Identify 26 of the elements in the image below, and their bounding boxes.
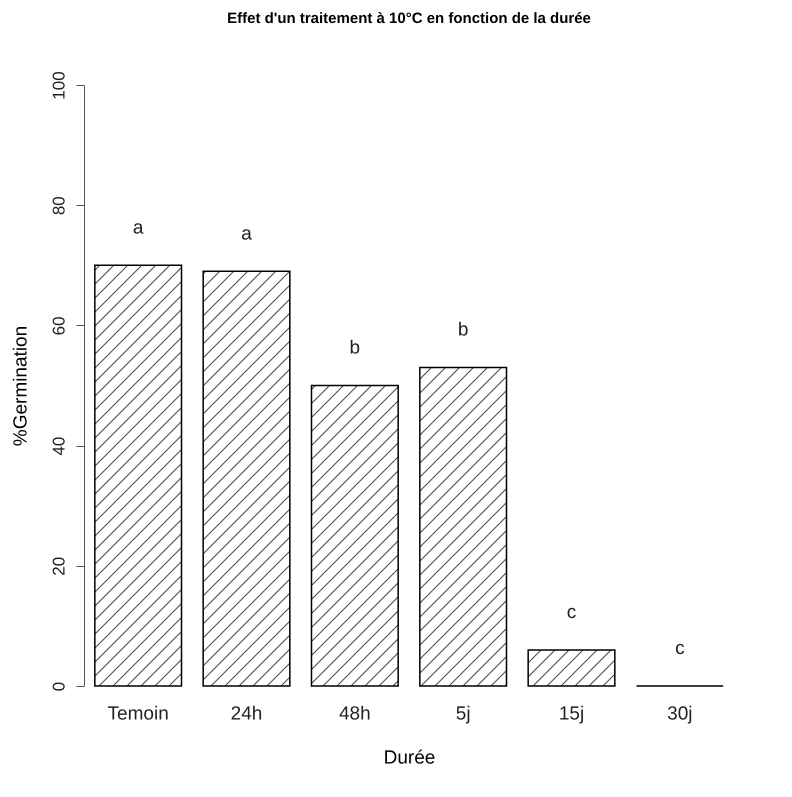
annotation: a [132,217,144,238]
x-axis-title: Durée [384,748,436,768]
bar [202,270,291,687]
x-tick-label: 30j [667,704,693,724]
y-axis-title: %Germination [10,326,32,446]
chart-title: Effet d'un traitement à 10°C en fonction de la durée [227,10,591,27]
bar [94,264,182,687]
annotation: a [241,223,252,244]
x-tick-label: 24h [230,704,262,724]
bar [419,366,508,687]
y-tick-label: 100 [50,71,68,100]
annotation: b [458,319,468,340]
y-tick-label: 0 [50,682,68,692]
y-tick-label: 20 [50,556,68,576]
y-tick-label: 60 [50,316,68,336]
bar [310,384,399,687]
annotation: b [350,338,360,358]
bar [527,649,616,687]
y-tick-label: 80 [50,196,68,216]
y-tick-label: 40 [50,436,68,456]
x-tick-label: 5j [456,704,471,724]
annotation: c [675,638,685,659]
x-tick-label: Temoin [108,704,169,724]
annotation: c [566,602,576,623]
x-tick-label: 48h [338,704,371,724]
x-tick-label: 15j [558,704,584,724]
